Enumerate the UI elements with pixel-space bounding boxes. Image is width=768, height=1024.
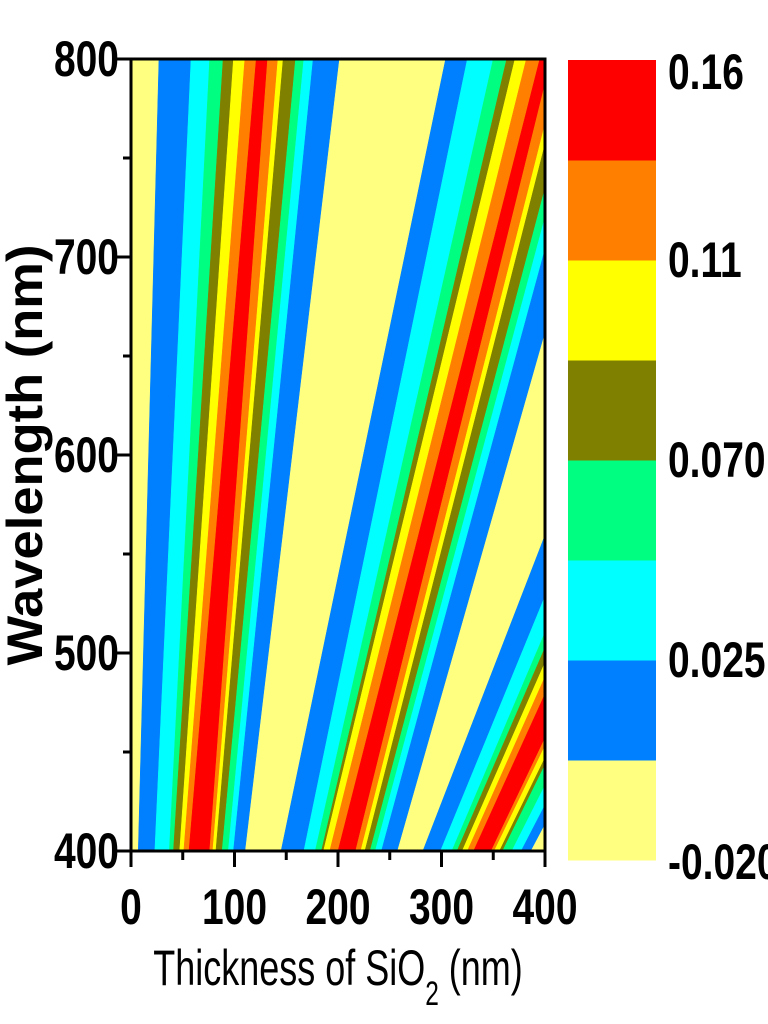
contour-band [280,59,468,851]
contour-band [511,784,545,851]
contour-band [209,59,279,851]
colorbar: 0.16 0.11 0.070 0.025 -0.020 [568,43,768,890]
x-tick-label: 0 [120,878,142,935]
contour-band [490,737,545,851]
colorbar-label: 0.16 [668,43,744,100]
contour-band [169,59,224,851]
contour-band [228,59,314,851]
contour-band [499,757,545,851]
contour-band [473,693,545,851]
colorbar-swatch [568,160,656,261]
contour-band [440,595,545,851]
contour-band [360,123,545,851]
contour-band [233,59,340,851]
colorbar-label: -0.020 [668,833,768,890]
colorbar-swatch [568,260,656,361]
contour-band [215,59,296,851]
colorbar-label: 0.070 [668,431,766,488]
contour-band [422,534,545,851]
contour-band [303,59,494,851]
contour-band [321,59,516,851]
contour-band [375,216,545,851]
contour-band [355,83,545,851]
contour-band [173,59,234,851]
contour-band [314,59,507,851]
colorbar-swatch [568,760,656,861]
x-axis-label-main: Thickness of SiO [153,941,425,996]
contour-band [337,59,545,851]
axis-ticks: 0 100 200 300 400 400 500 600 700 800 [54,30,578,935]
contour-band [502,764,545,851]
contour-band [494,745,545,851]
x-tick-label: 200 [305,878,370,935]
colorbar-swatch [568,560,656,661]
contour-band [329,59,541,851]
y-axis-label: Wavelength (nm) [0,245,53,666]
contour-band [369,187,545,851]
y-tick-label: 400 [54,822,119,879]
y-tick-label: 800 [54,30,119,87]
y-tick-label: 600 [54,426,119,483]
colorbar-swatch [568,60,656,161]
contour-band [451,631,545,851]
y-tick-label: 500 [54,624,119,681]
colorbar-label: 0.025 [668,631,766,688]
contour-band [154,59,210,851]
contour-band [212,59,284,851]
contour-band [456,646,545,851]
contour-band [461,661,545,851]
x-tick-label: 100 [202,878,267,935]
contour-bands [137,59,545,851]
colorbar-swatch [568,660,656,761]
contour-band [323,59,527,851]
x-axis-label: Thickness of SiO2 (nm) [153,941,523,1013]
y-tick-label: 700 [54,228,119,285]
contour-band [520,804,545,851]
x-tick-label: 400 [512,878,577,935]
contour-band [183,59,257,851]
contour-band [179,59,246,851]
contour-band [364,143,545,851]
colorbar-swatch [568,360,656,461]
contour-band [467,676,545,851]
colorbar-label: 0.11 [668,231,742,288]
contour-band [221,59,305,851]
contour-band [188,59,268,851]
x-axis-label-unit: (nm) [439,941,523,996]
contour-band [381,248,545,851]
x-tick-label: 300 [409,878,474,935]
x-axis-label-subscript: 2 [425,975,439,1013]
colorbar-swatch [568,460,656,561]
contour-band [137,59,192,851]
